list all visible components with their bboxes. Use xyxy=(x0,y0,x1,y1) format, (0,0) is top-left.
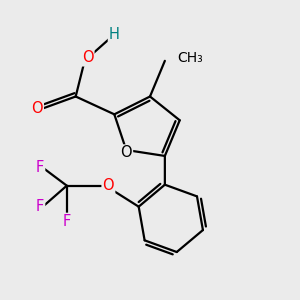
Text: H: H xyxy=(109,27,120,42)
Text: F: F xyxy=(63,214,71,229)
Text: CH₃: CH₃ xyxy=(177,51,202,65)
Text: F: F xyxy=(36,160,44,175)
Text: O: O xyxy=(120,146,132,160)
Text: O: O xyxy=(31,101,43,116)
Text: O: O xyxy=(82,50,93,65)
Text: F: F xyxy=(36,199,44,214)
Text: O: O xyxy=(103,178,114,193)
